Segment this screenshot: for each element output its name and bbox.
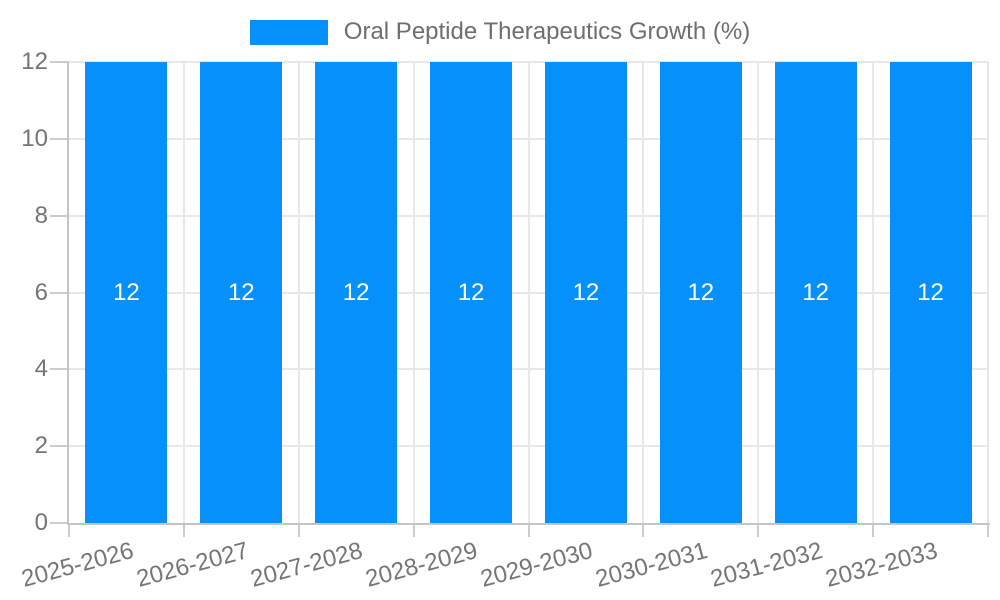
x-axis-tick <box>987 525 989 537</box>
y-axis-tick <box>50 522 69 524</box>
x-axis-label: 2029-2030 <box>477 537 596 593</box>
y-axis-tick <box>50 445 69 448</box>
bar-value-label: 12 <box>227 278 255 306</box>
bar-2031-2032[interactable]: 12 <box>774 62 857 523</box>
y-axis-tick <box>50 291 69 294</box>
bar-value-label: 12 <box>917 278 944 306</box>
x-axis-tick <box>527 525 530 537</box>
bar-value-label: 12 <box>342 278 370 306</box>
bar-value-label: 12 <box>113 278 140 306</box>
y-axis-tick <box>50 61 69 63</box>
bar-2029-2030[interactable]: 12 <box>544 62 627 523</box>
x-axis-label: 2027-2028 <box>248 537 366 593</box>
gridline-vertical <box>642 62 645 523</box>
y-axis-label: 2 <box>34 432 48 460</box>
bar-2028-2029[interactable]: 12 <box>430 62 513 523</box>
gridline-vertical <box>297 62 300 523</box>
gridline-vertical <box>872 62 875 523</box>
bar-2025-2026[interactable]: 12 <box>85 62 168 523</box>
y-axis-label: 4 <box>34 355 48 383</box>
x-axis-label: 2026-2027 <box>133 537 252 593</box>
y-axis-label: 12 <box>21 48 48 75</box>
x-axis-tick <box>297 525 300 537</box>
bar-2030-2031[interactable]: 12 <box>659 62 742 523</box>
y-axis-tick <box>50 214 69 217</box>
bar-value-label: 12 <box>457 278 485 306</box>
x-axis-label: 2031-2032 <box>707 537 826 593</box>
bar-2032-2033[interactable]: 12 <box>889 62 972 523</box>
y-axis-label: 8 <box>34 201 48 229</box>
x-axis-tick <box>68 525 70 537</box>
x-axis-label: 2032-2033 <box>822 537 941 593</box>
x-axis-label: 2030-2031 <box>592 537 711 593</box>
y-axis-line <box>67 62 69 525</box>
x-axis-tick <box>872 525 875 537</box>
legend-label: Oral Peptide Therapeutics Growth (%) <box>343 18 751 45</box>
bar-value-label: 12 <box>572 278 600 306</box>
bar-2026-2027[interactable]: 12 <box>200 62 283 523</box>
y-axis-label: 0 <box>34 509 48 536</box>
gridline-vertical <box>412 62 415 523</box>
gridline-vertical <box>527 62 530 523</box>
bar-2027-2028[interactable]: 12 <box>315 62 398 523</box>
y-axis-tick <box>50 137 69 140</box>
x-axis-line <box>67 523 990 525</box>
gridline-vertical <box>987 62 989 523</box>
bar-value-label: 12 <box>687 278 715 306</box>
x-axis-tick <box>642 525 645 537</box>
x-axis-label: 2028-2029 <box>362 537 481 593</box>
y-axis-label: 10 <box>21 124 48 152</box>
x-axis-tick <box>412 525 415 537</box>
legend-swatch <box>249 19 328 45</box>
x-axis-tick <box>182 525 185 537</box>
gridline-vertical <box>757 62 760 523</box>
legend[interactable]: Oral Peptide Therapeutics Growth (%) <box>0 19 1000 45</box>
bar-value-label: 12 <box>802 278 830 306</box>
y-axis-tick <box>50 368 69 371</box>
x-axis-tick <box>757 525 760 537</box>
gridline-vertical <box>182 62 185 523</box>
y-axis-label: 6 <box>34 278 48 306</box>
x-axis-label: 2025-2026 <box>18 537 137 593</box>
